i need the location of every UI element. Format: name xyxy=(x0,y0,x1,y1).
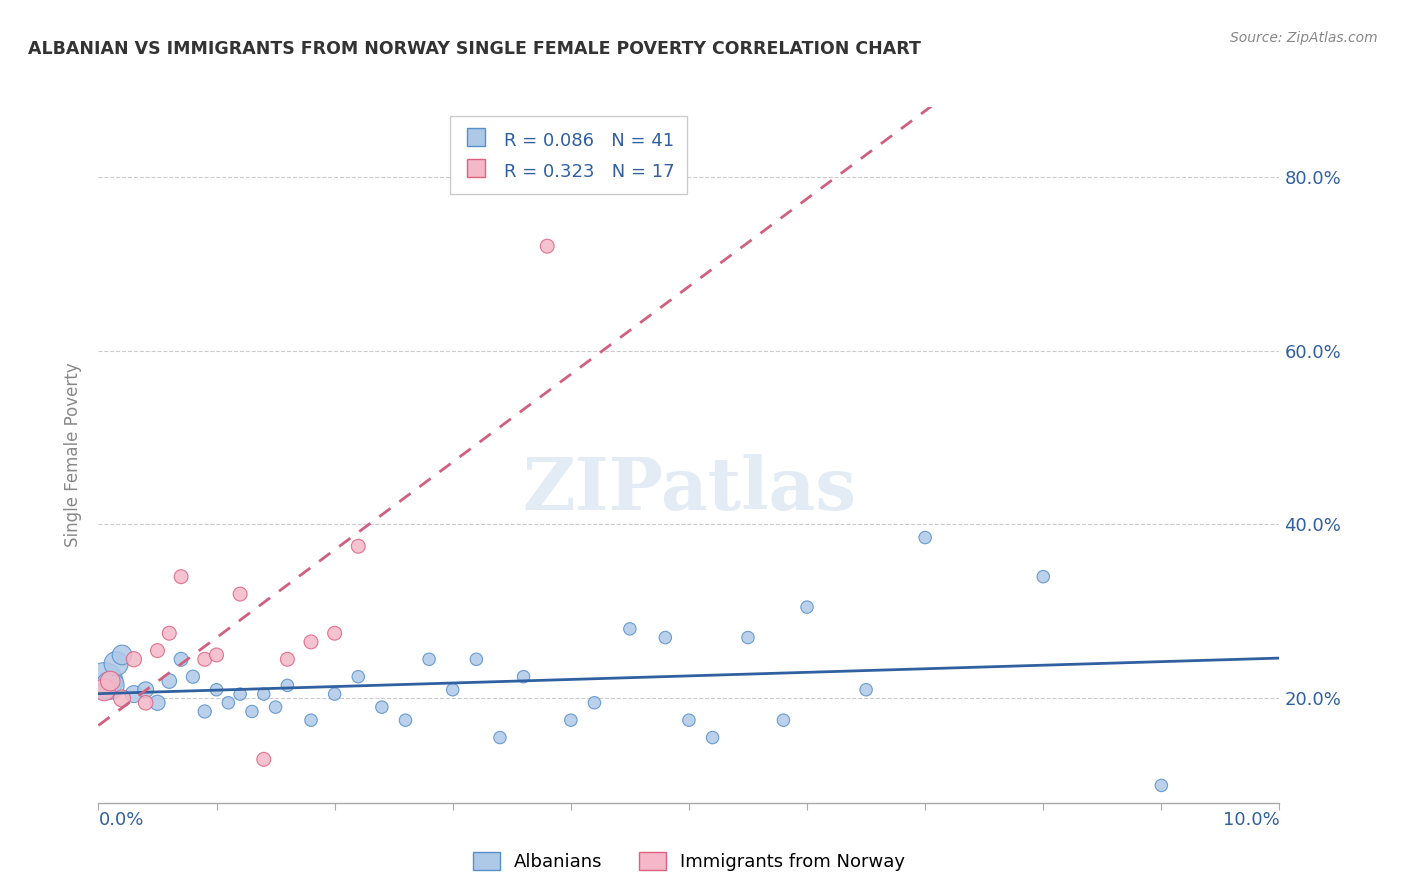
Text: ZIPatlas: ZIPatlas xyxy=(522,454,856,525)
Point xyxy=(299,713,322,727)
Point xyxy=(347,670,370,684)
Point xyxy=(111,691,134,706)
Point xyxy=(737,631,759,645)
Point xyxy=(583,696,606,710)
Point xyxy=(157,626,180,640)
Point xyxy=(702,731,724,745)
Point xyxy=(371,700,394,714)
Point xyxy=(276,652,298,666)
Point xyxy=(772,713,794,727)
Text: 0.0%: 0.0% xyxy=(98,812,143,830)
Point xyxy=(146,643,169,657)
Point xyxy=(217,696,239,710)
Point xyxy=(796,600,818,615)
Point xyxy=(253,752,276,766)
Point xyxy=(194,705,217,719)
Point xyxy=(170,569,193,583)
Point xyxy=(205,682,228,697)
Point xyxy=(489,731,512,745)
Text: Source: ZipAtlas.com: Source: ZipAtlas.com xyxy=(1230,31,1378,45)
Point xyxy=(855,682,877,697)
Point xyxy=(240,705,263,719)
Point xyxy=(678,713,700,727)
Point xyxy=(135,682,157,697)
Point xyxy=(253,687,276,701)
Point xyxy=(157,674,180,689)
Point xyxy=(181,670,204,684)
Point xyxy=(229,587,252,601)
Point xyxy=(276,678,298,692)
Point xyxy=(323,626,346,640)
Point xyxy=(93,682,115,697)
Point xyxy=(512,670,534,684)
Point xyxy=(135,696,157,710)
Legend: R = 0.086   N = 41, R = 0.323   N = 17: R = 0.086 N = 41, R = 0.323 N = 17 xyxy=(450,116,688,194)
Point xyxy=(299,635,322,649)
Point xyxy=(654,631,676,645)
Point xyxy=(619,622,641,636)
Point xyxy=(229,687,252,701)
Point xyxy=(264,700,287,714)
Point xyxy=(441,682,464,697)
Point xyxy=(98,678,121,692)
Point xyxy=(111,648,134,662)
Point xyxy=(122,687,145,701)
Point xyxy=(1032,569,1054,583)
Point xyxy=(560,713,582,727)
Point xyxy=(465,652,488,666)
Point xyxy=(418,652,440,666)
Point xyxy=(394,713,416,727)
Legend: Albanians, Immigrants from Norway: Albanians, Immigrants from Norway xyxy=(465,845,912,879)
Text: ALBANIAN VS IMMIGRANTS FROM NORWAY SINGLE FEMALE POVERTY CORRELATION CHART: ALBANIAN VS IMMIGRANTS FROM NORWAY SINGL… xyxy=(28,40,921,58)
Point xyxy=(347,539,370,553)
Point xyxy=(93,674,115,689)
Y-axis label: Single Female Poverty: Single Female Poverty xyxy=(65,363,83,547)
Point xyxy=(98,674,121,689)
Point xyxy=(146,696,169,710)
Point xyxy=(1150,778,1173,793)
Point xyxy=(323,687,346,701)
Point xyxy=(536,239,558,253)
Text: 10.0%: 10.0% xyxy=(1223,812,1279,830)
Point xyxy=(170,652,193,666)
Point xyxy=(194,652,217,666)
Point xyxy=(122,652,145,666)
Point xyxy=(914,531,936,545)
Point xyxy=(205,648,228,662)
Point xyxy=(105,657,128,671)
